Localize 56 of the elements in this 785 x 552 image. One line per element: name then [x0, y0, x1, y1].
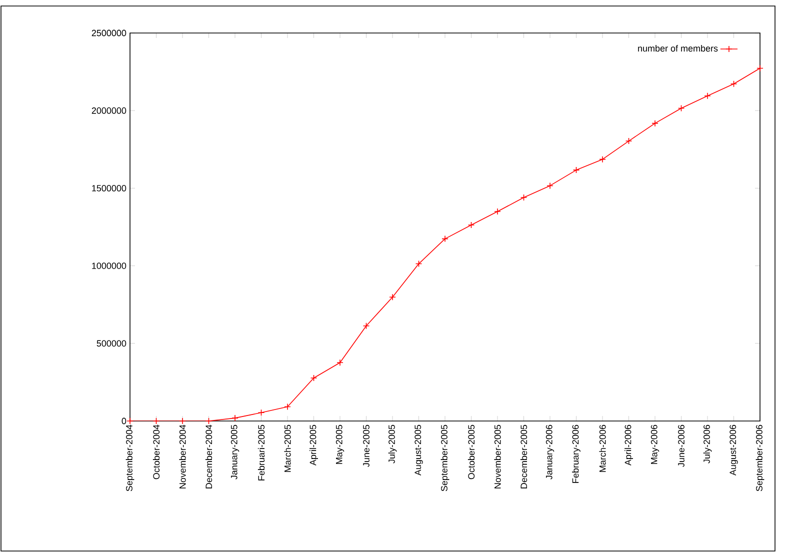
x-tick-label: July-2006 [703, 424, 712, 464]
point [284, 403, 291, 410]
y-tick-label: 0 [122, 418, 126, 424]
point [362, 322, 370, 330]
x-tick-label: September-2004 [126, 424, 134, 492]
x-tick-label: June-2006 [678, 424, 684, 467]
point [126, 418, 134, 424]
x-tick-label: August-2006 [730, 424, 738, 476]
point [546, 182, 554, 190]
point [599, 156, 606, 163]
x-tick-label: April-2005 [310, 424, 318, 466]
legend-label: number of members [638, 44, 718, 52]
x-tick-label: July-2005 [388, 424, 397, 464]
point [205, 418, 212, 424]
y-tick-label: 1000000 [92, 262, 126, 269]
x-tick-label: April-2006 [624, 424, 633, 466]
point [179, 418, 186, 424]
point [258, 409, 265, 416]
point [468, 222, 475, 228]
x-tick-label: October-2005 [468, 424, 475, 480]
point [756, 64, 764, 72]
point [704, 92, 711, 100]
point [494, 208, 501, 215]
point [625, 138, 632, 144]
x-tick-label: February-2006 [572, 424, 580, 483]
x-tick-label: August-2005 [414, 424, 423, 476]
x-tick-label: May-2006 [650, 424, 660, 464]
point [730, 80, 738, 88]
point [152, 418, 160, 424]
y-tick-label: 2000000 [92, 107, 126, 114]
y-tick-label: 500000 [96, 340, 126, 347]
x-tick-label: December-2004 [205, 424, 212, 488]
x-tick-label: Februari-2005 [258, 424, 265, 480]
point [678, 104, 685, 112]
x-tick-label: October-2004 [152, 424, 160, 480]
point [442, 235, 448, 242]
x-tick-label: June-2005 [363, 424, 370, 467]
point [415, 260, 422, 268]
x-tick-label: March-2005 [284, 424, 291, 472]
point [520, 194, 528, 201]
point [572, 166, 580, 174]
point [336, 359, 344, 366]
x-tick-label: November-2005 [494, 424, 501, 488]
point [389, 294, 396, 301]
x-tick-label: January-2006 [546, 424, 554, 480]
point [652, 120, 658, 127]
y-tick-label: 2500000 [92, 30, 126, 36]
x-tick-label: January-2005 [230, 424, 240, 480]
x-tick-label: May-2005 [336, 424, 344, 464]
x-tick-label: September-2005 [440, 424, 450, 492]
point [310, 374, 318, 382]
x-tick-label: November-2004 [179, 424, 186, 488]
x-tick-label: September-2006 [756, 424, 764, 492]
y-tick-label: 1500000 [92, 185, 126, 192]
x-tick-label: December-2005 [520, 424, 528, 488]
x-tick-label: March-2006 [599, 424, 606, 472]
